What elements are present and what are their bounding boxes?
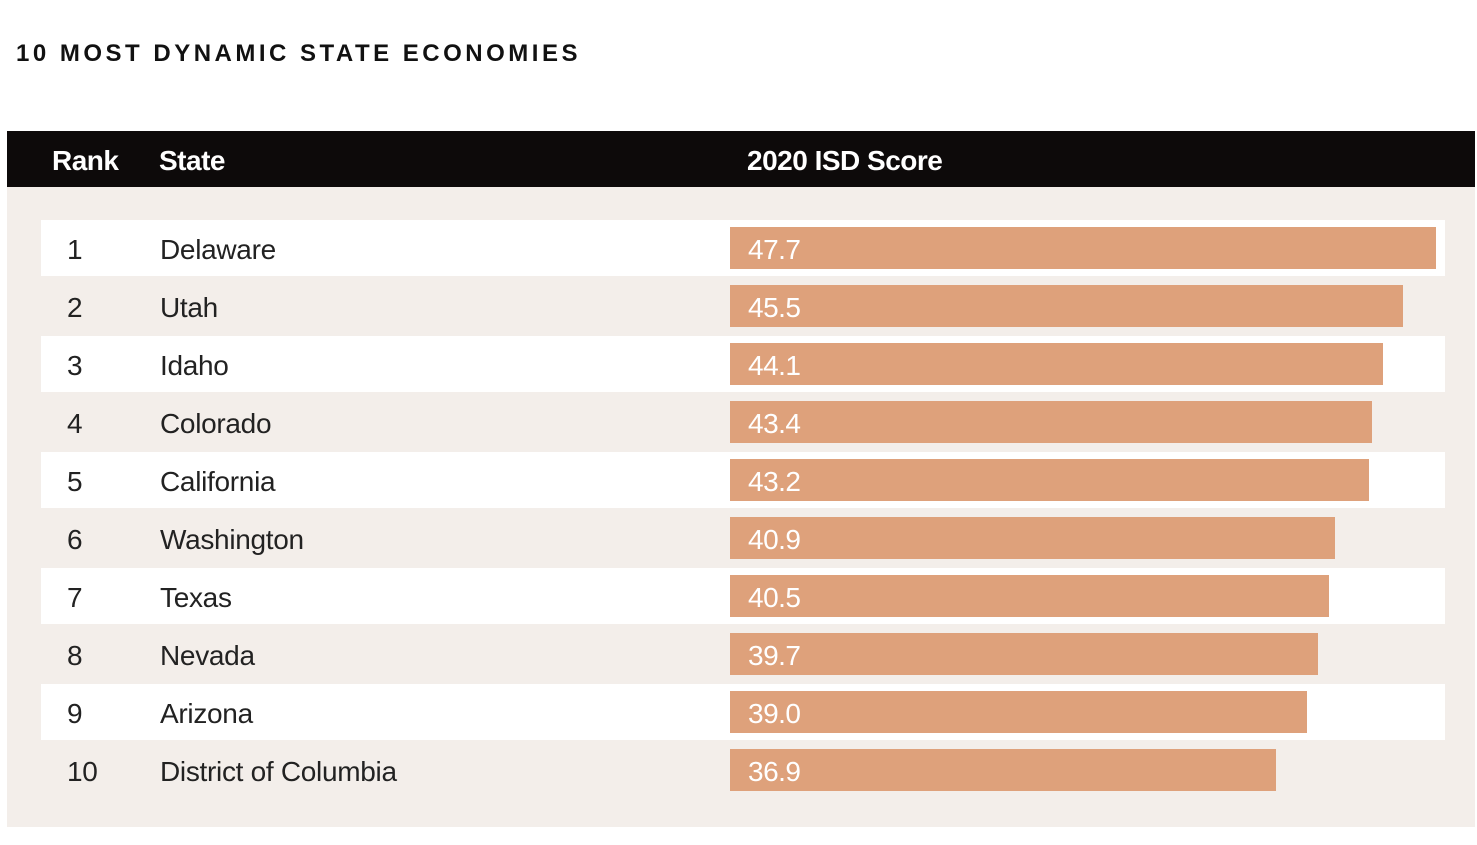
table-row: 9 Arizona 39.0 [41, 684, 1445, 740]
table-row: 6 Washington 40.9 [41, 510, 1445, 566]
rank-cell: 10 [67, 756, 98, 787]
score-value-label: 44.1 [748, 350, 801, 381]
table-row: 8 Nevada 39.7 [41, 626, 1445, 682]
score-bar: 39.7 [730, 633, 1318, 675]
rank-cell: 2 [67, 292, 83, 323]
state-label: Idaho [160, 350, 229, 381]
state-label: District of Columbia [160, 756, 397, 787]
table-row: 10 District of Columbia 36.9 [41, 742, 1445, 798]
score-value-label: 39.0 [748, 698, 801, 729]
table-header: Rank State 2020 ISD Score [7, 131, 1475, 187]
score-bar: 45.5 [730, 285, 1403, 327]
table-row: 7 Texas 40.5 [41, 568, 1445, 624]
chart-title: 10 MOST DYNAMIC STATE ECONOMIES [16, 40, 581, 67]
rank-cell: 3 [67, 350, 83, 381]
score-value-label: 36.9 [748, 756, 801, 787]
rank-cell: 4 [67, 408, 83, 439]
score-value-label: 40.9 [748, 524, 801, 555]
state-label: Washington [160, 524, 304, 555]
table-body: 1 Delaware 47.7 2 Utah 45.5 3 Idaho 44.1 4 Colorad… [41, 220, 1445, 799]
table-row: 2 Utah 45.5 [41, 278, 1445, 334]
state-label: Colorado [160, 408, 272, 439]
rank-cell: 1 [67, 234, 83, 265]
rank-cell: 5 [67, 466, 83, 497]
score-bar: 40.9 [730, 517, 1335, 559]
state-label: Utah [160, 292, 218, 323]
table-row: 4 Colorado 43.4 [41, 394, 1445, 450]
score-value-label: 40.5 [748, 582, 801, 613]
table-row: 5 California 43.2 [41, 452, 1445, 508]
state-label: Texas [160, 582, 232, 613]
rank-cell: 9 [67, 698, 83, 729]
score-bar: 39.0 [730, 691, 1307, 733]
score-value-label: 43.4 [748, 408, 801, 439]
table-row: 3 Idaho 44.1 [41, 336, 1445, 392]
state-label: Arizona [160, 698, 253, 729]
score-value-label: 39.7 [748, 640, 801, 671]
score-value-label: 45.5 [748, 292, 801, 323]
state-label: California [160, 466, 276, 497]
score-bar: 43.2 [730, 459, 1369, 501]
rank-cell: 6 [67, 524, 83, 555]
score-bar: 43.4 [730, 401, 1372, 443]
score-value-label: 47.7 [748, 234, 801, 265]
rank-cell: 8 [67, 640, 83, 671]
table-panel: Rank State 2020 ISD Score 1 Delaware 47.7 2… [7, 131, 1475, 827]
score-bar: 44.1 [730, 343, 1383, 385]
state-label: Delaware [160, 234, 276, 265]
state-label: Nevada [160, 640, 255, 671]
score-bar: 47.7 [730, 227, 1436, 269]
table-row: 1 Delaware 47.7 [41, 220, 1445, 276]
score-bar: 40.5 [730, 575, 1329, 617]
rank-cell: 7 [67, 582, 83, 613]
score-column-header: 2020 ISD Score [747, 145, 943, 176]
score-bar: 36.9 [730, 749, 1276, 791]
state-column-header: State [159, 145, 225, 176]
rank-column-header: Rank [52, 145, 119, 176]
score-value-label: 43.2 [748, 466, 801, 497]
